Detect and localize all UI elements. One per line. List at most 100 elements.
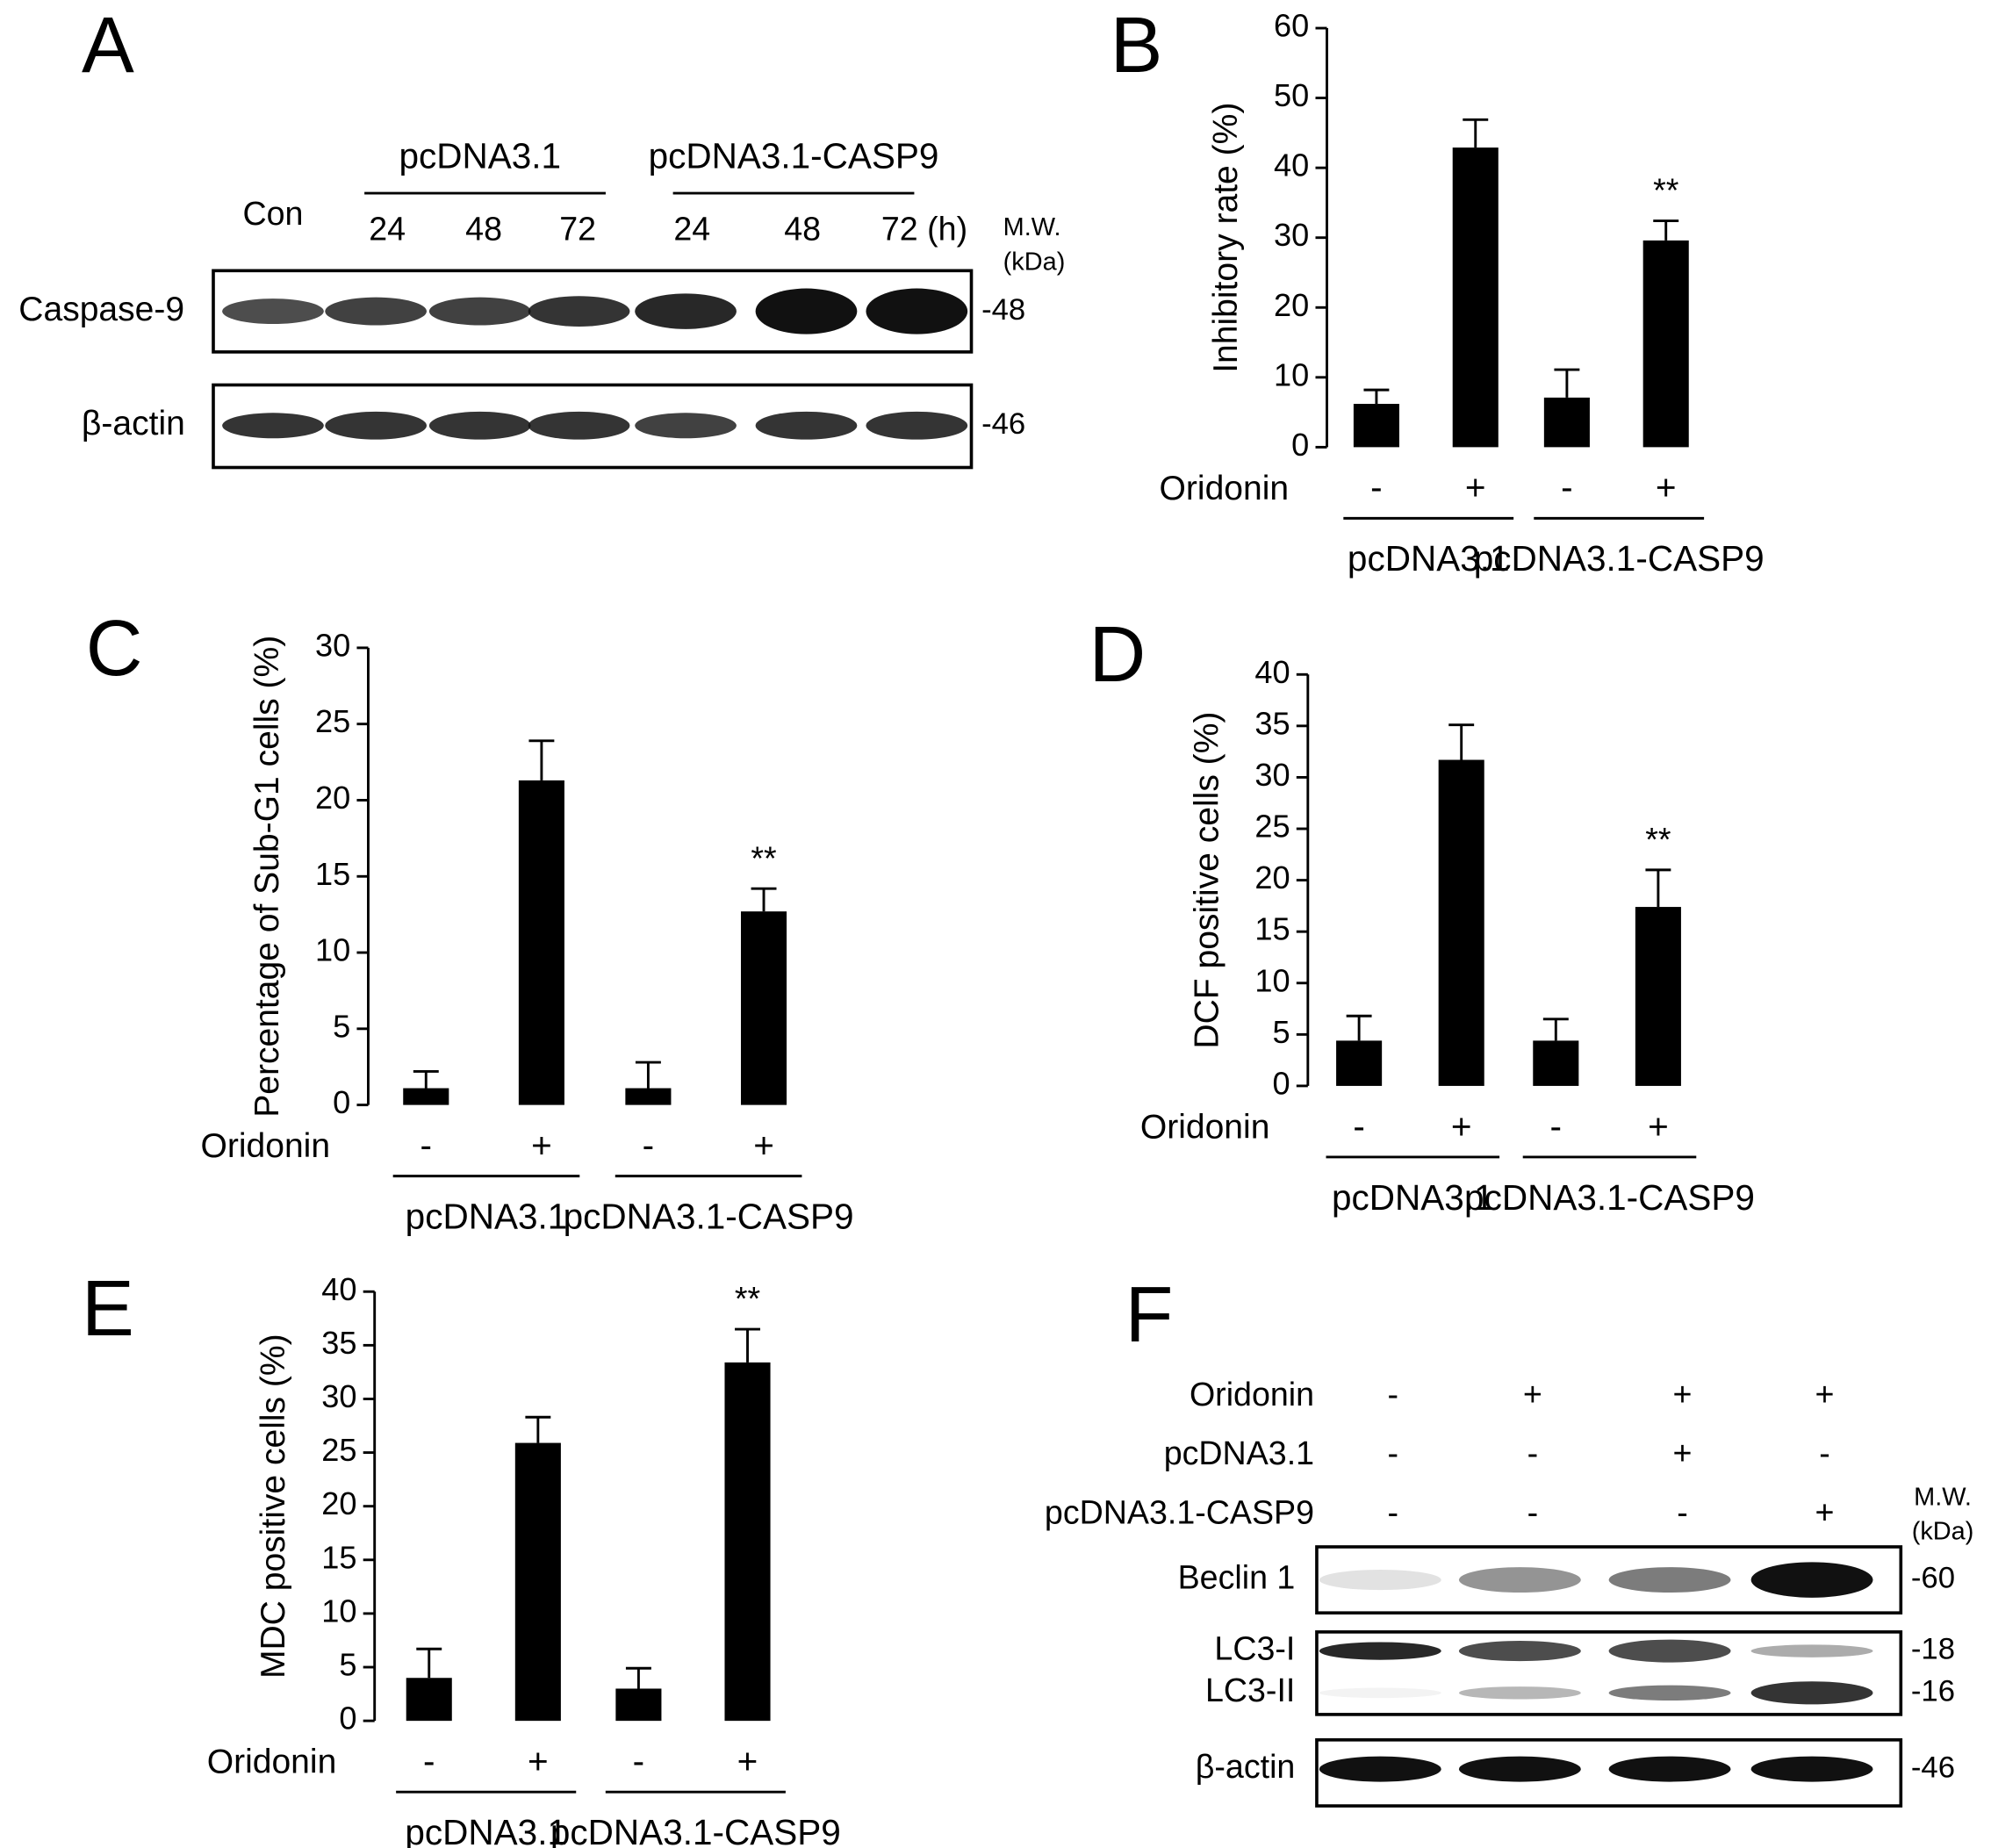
lane-label: 24 — [673, 210, 710, 247]
band — [1458, 1567, 1581, 1593]
x-tick-label: + — [1648, 1106, 1669, 1147]
band — [1608, 1639, 1731, 1663]
band — [1608, 1756, 1731, 1782]
mw-label: -48 — [981, 293, 1025, 327]
band — [1750, 1562, 1873, 1598]
band — [866, 411, 968, 440]
group-label: pcDNA3.1 — [406, 1196, 568, 1236]
significance: ** — [735, 1280, 761, 1317]
x-tick-label: + — [531, 1125, 552, 1165]
bar — [514, 1442, 561, 1722]
condition-sign: + — [1673, 1376, 1693, 1413]
condition-sign: - — [1677, 1494, 1688, 1531]
bar — [518, 780, 564, 1105]
y-tick-label: 40 — [1274, 147, 1309, 183]
condition-sign: + — [1815, 1376, 1835, 1413]
y-axis-title: Percentage of Sub-G1 cells (%) — [248, 636, 286, 1118]
panel-label: F — [1125, 1271, 1174, 1359]
row-label: Oridonin — [200, 1127, 330, 1165]
band — [1319, 1570, 1441, 1591]
lane-label: 48 — [465, 210, 502, 247]
band — [755, 288, 858, 334]
band — [635, 293, 737, 329]
row-label: β-actin — [82, 405, 185, 442]
band — [428, 297, 531, 326]
x-tick-label: + — [1465, 467, 1486, 507]
group-label: pcDNA3.1-CASP9 — [564, 1196, 854, 1236]
y-tick-label: 15 — [1254, 911, 1290, 947]
row-label: Beclin 1 — [1178, 1559, 1296, 1596]
lane-label: 24 — [369, 210, 406, 247]
mw-header: M.W. — [1003, 213, 1061, 241]
panel-label: E — [82, 1265, 134, 1353]
y-tick-label: 10 — [321, 1593, 356, 1629]
band — [222, 413, 324, 439]
band — [1750, 1756, 1873, 1782]
y-tick-label: 5 — [1272, 1014, 1290, 1050]
group-label: pcDNA3.1 — [1348, 538, 1510, 579]
x-tick-label: - — [1561, 467, 1573, 507]
x-tick-label: + — [1451, 1106, 1472, 1147]
row-label: Caspase-9 — [18, 291, 184, 328]
significance: ** — [1653, 172, 1679, 209]
mw-header: M.W. — [1914, 1484, 1972, 1512]
y-tick-label: 30 — [321, 1378, 356, 1414]
y-tick-label: 20 — [321, 1485, 356, 1521]
row-label: LC3-I — [1214, 1630, 1295, 1667]
y-tick-label: 25 — [321, 1432, 356, 1468]
group-label: pcDNA3.1-CASP9 — [550, 1812, 841, 1848]
y-tick-label: 50 — [1274, 77, 1309, 113]
condition-label: Oridonin — [1190, 1376, 1314, 1413]
significance: ** — [1645, 821, 1671, 858]
mw-label: -46 — [981, 407, 1025, 441]
mw-label: -16 — [1911, 1674, 1955, 1708]
condition-sign: - — [1527, 1494, 1539, 1531]
band — [428, 411, 531, 440]
significance: ** — [751, 839, 777, 876]
band — [866, 288, 968, 334]
y-tick-label: 20 — [1274, 287, 1309, 323]
condition-sign: + — [1815, 1494, 1835, 1531]
bar — [724, 1362, 771, 1722]
bar — [406, 1678, 452, 1722]
y-tick-label: 40 — [1254, 654, 1290, 690]
group-label: pcDNA3.1-CASP9 — [1464, 1177, 1755, 1218]
bar — [615, 1688, 662, 1722]
condition-label: pcDNA3.1 — [1164, 1435, 1314, 1471]
condition-sign: - — [1819, 1435, 1830, 1471]
bar — [403, 1088, 449, 1105]
band — [222, 298, 324, 325]
bar — [1452, 147, 1499, 448]
lane-label: 48 — [784, 210, 821, 247]
band — [528, 411, 630, 440]
band — [325, 411, 427, 440]
x-tick-label: - — [423, 1741, 435, 1781]
y-tick-label: 30 — [1274, 217, 1309, 253]
band — [1608, 1685, 1731, 1701]
bar — [1642, 240, 1689, 448]
x-tick-label: - — [643, 1125, 655, 1165]
y-axis-title: Inhibitory rate (%) — [1207, 103, 1245, 373]
row-label: Oridonin — [1160, 470, 1290, 507]
bar — [1543, 397, 1590, 448]
y-tick-label: 25 — [315, 703, 350, 739]
mw-label: -46 — [1911, 1751, 1955, 1784]
band — [1458, 1756, 1581, 1782]
y-tick-label: 0 — [1272, 1065, 1290, 1101]
group-label: pcDNA3.1-CASP9 — [649, 136, 939, 176]
condition-sign: + — [1673, 1435, 1693, 1471]
band — [1608, 1567, 1731, 1593]
lane-label: 72 — [559, 210, 596, 247]
band — [325, 297, 427, 326]
condition-sign: - — [1387, 1494, 1398, 1531]
condition-sign: + — [1523, 1376, 1542, 1413]
band — [1750, 1681, 1873, 1705]
y-tick-label: 15 — [315, 856, 350, 892]
row-label: β-actin — [1196, 1748, 1296, 1785]
panel-label: A — [82, 2, 134, 90]
x-tick-label: - — [420, 1125, 433, 1165]
y-tick-label: 5 — [339, 1647, 356, 1683]
y-tick-label: 35 — [1254, 705, 1290, 741]
